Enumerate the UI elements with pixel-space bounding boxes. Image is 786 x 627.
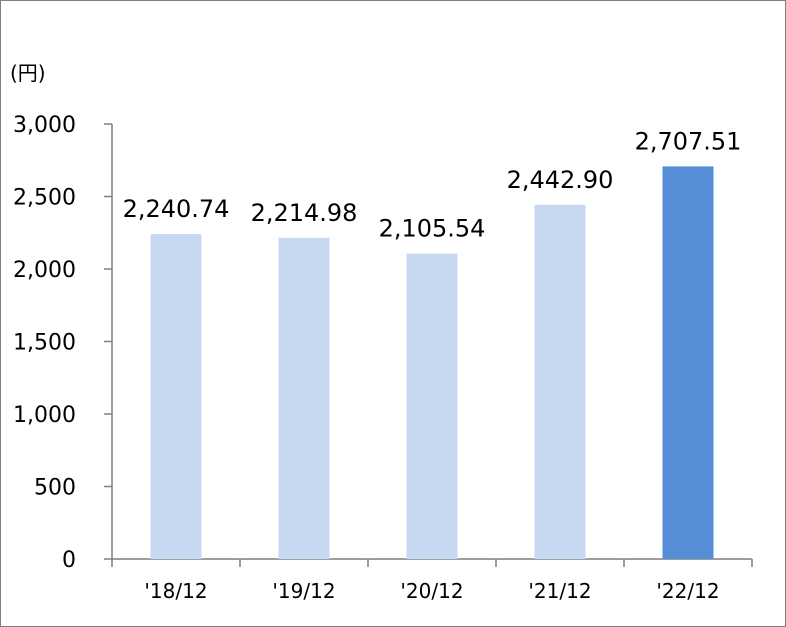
y-tick-label: 2,500: [13, 186, 76, 211]
category-labels-group: '18/12 '19/12 '20/12 '21/12 '22/12: [144, 579, 719, 603]
data-label: 2,105.54: [379, 215, 486, 243]
y-tick-label: 500: [34, 476, 76, 501]
bar: [278, 237, 330, 560]
bar: [406, 253, 458, 559]
category-label: '19/12: [272, 579, 335, 603]
y-tick-label: 0: [62, 548, 76, 573]
bar: [150, 234, 202, 559]
data-label: 2,442.90: [507, 166, 614, 194]
data-label: 2,707.51: [635, 127, 742, 155]
bar: [662, 166, 714, 559]
data-labels-group: 2,240.74 2,214.98 2,105.54 2,442.90 2,707.51: [123, 127, 742, 242]
category-label: '22/12: [656, 579, 719, 603]
y-tick-label: 1,500: [13, 331, 76, 356]
y-tick-label: 3,000: [13, 113, 76, 138]
y-tick-label: 2,000: [13, 258, 76, 283]
unit-label: (円): [10, 61, 46, 85]
data-label: 2,214.98: [251, 199, 358, 227]
bar: [534, 204, 586, 560]
x-axis: [111, 558, 753, 567]
data-label: 2,240.74: [123, 195, 230, 223]
y-tick-label: 1,000: [13, 403, 76, 428]
y-axis: 0 500 1,000 1,500 2,000 2,500 3,000: [13, 113, 113, 573]
category-label: '18/12: [144, 579, 207, 603]
category-label: '21/12: [528, 579, 591, 603]
category-label: '20/12: [400, 579, 463, 603]
bars-group: [150, 166, 714, 560]
